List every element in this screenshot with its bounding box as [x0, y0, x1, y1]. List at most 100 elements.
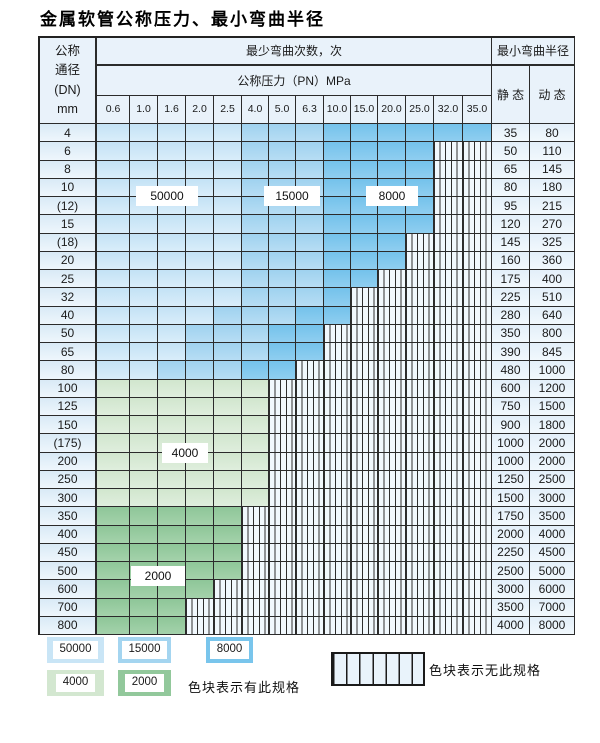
legend-available-text: 色块表示有此规格	[188, 680, 301, 695]
legend-striped-box	[331, 652, 425, 686]
spec-cell	[186, 215, 214, 234]
spec-cell	[351, 562, 378, 581]
spec-cell	[463, 616, 492, 635]
spec-cell	[296, 434, 324, 453]
spec-cell	[186, 470, 214, 489]
spec-cell	[158, 288, 186, 307]
spec-cell	[406, 507, 434, 526]
spec-table: 公称 通径 (DN) mm 最少弯曲次数，次 最小弯曲半径 公称压力（PN）MP…	[38, 36, 575, 635]
spec-cell	[214, 489, 242, 508]
spec-cell	[351, 251, 378, 270]
spec-cell	[296, 416, 324, 435]
spec-cell	[186, 233, 214, 252]
spec-cell	[463, 470, 492, 489]
spec-cell	[434, 288, 463, 307]
spec-cell	[463, 452, 492, 471]
static-value: 1000	[492, 434, 530, 453]
spec-cell	[186, 616, 214, 635]
spec-cell	[186, 562, 214, 581]
spec-cell	[97, 233, 130, 252]
spec-cell	[406, 616, 434, 635]
legend-swatch-label: 4000	[55, 674, 96, 692]
dn-cell: 6	[40, 142, 97, 161]
spec-cell	[242, 251, 269, 270]
dn-cell: 20	[40, 251, 97, 270]
spec-cell	[324, 397, 351, 416]
spec-cell	[158, 306, 186, 325]
header-bend-cycles: 最少弯曲次数，次	[97, 38, 492, 66]
spec-cell	[351, 489, 378, 508]
spec-cell	[351, 580, 378, 599]
static-value: 2500	[492, 562, 530, 581]
spec-cell	[351, 525, 378, 544]
spec-cell	[463, 416, 492, 435]
spec-cell	[434, 616, 463, 635]
spec-cell	[130, 324, 158, 343]
zone-label-50000: 50000	[136, 186, 198, 206]
spec-cell	[97, 452, 130, 471]
spec-cell	[97, 598, 130, 617]
spec-cell	[214, 343, 242, 362]
dn-cell: 4	[40, 124, 97, 143]
dn-cell: 50	[40, 324, 97, 343]
spec-cell	[269, 562, 296, 581]
spec-cell	[186, 324, 214, 343]
dn-cell: 800	[40, 616, 97, 635]
dn-cell: 350	[40, 507, 97, 526]
spec-cell	[296, 233, 324, 252]
spec-cell	[242, 288, 269, 307]
dynamic-value: 180	[530, 178, 575, 197]
spec-cell	[97, 397, 130, 416]
zone-label-2000: 2000	[131, 566, 185, 586]
spec-cell	[97, 416, 130, 435]
spec-cell	[406, 489, 434, 508]
spec-cell	[434, 178, 463, 197]
spec-cell	[296, 470, 324, 489]
spec-cell	[324, 562, 351, 581]
dynamic-value: 640	[530, 306, 575, 325]
spec-cell	[269, 251, 296, 270]
spec-cell	[463, 197, 492, 216]
spec-cell	[434, 343, 463, 362]
zone-label-15000: 15000	[264, 186, 320, 206]
spec-cell	[269, 452, 296, 471]
spec-cell	[130, 416, 158, 435]
dynamic-value: 7000	[530, 598, 575, 617]
spec-cell	[242, 142, 269, 161]
spec-cell	[242, 507, 269, 526]
spec-cell	[214, 507, 242, 526]
spec-cell	[406, 452, 434, 471]
spec-cell	[434, 379, 463, 398]
spec-cell	[214, 124, 242, 143]
dn-cell: 600	[40, 580, 97, 599]
spec-cell	[351, 470, 378, 489]
spec-cell	[378, 343, 406, 362]
spec-cell	[130, 434, 158, 453]
spec-cell	[378, 233, 406, 252]
spec-cell	[214, 270, 242, 289]
spec-cell	[378, 215, 406, 234]
spec-cell	[463, 489, 492, 508]
spec-cell	[378, 306, 406, 325]
spec-cell	[324, 580, 351, 599]
spec-cell	[242, 543, 269, 562]
spec-cell	[186, 160, 214, 179]
spec-cell	[434, 397, 463, 416]
spec-cell	[158, 124, 186, 143]
spec-cell	[242, 233, 269, 252]
dynamic-value: 325	[530, 233, 575, 252]
legend-swatch-label: 2000	[124, 674, 165, 692]
spec-cell	[406, 251, 434, 270]
dn-cell: 150	[40, 416, 97, 435]
spec-cell	[242, 489, 269, 508]
spec-cell	[378, 562, 406, 581]
dynamic-value: 3000	[530, 489, 575, 508]
dn-cell: 250	[40, 470, 97, 489]
spec-cell	[324, 288, 351, 307]
spec-cell	[406, 470, 434, 489]
spec-cell	[406, 142, 434, 161]
spec-cell	[406, 215, 434, 234]
dynamic-value: 270	[530, 215, 575, 234]
pressure-tick: 0.6	[97, 96, 130, 124]
